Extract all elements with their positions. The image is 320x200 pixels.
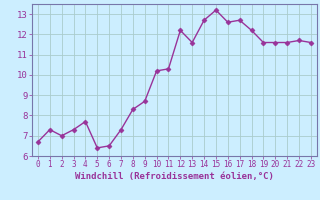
X-axis label: Windchill (Refroidissement éolien,°C): Windchill (Refroidissement éolien,°C) — [75, 172, 274, 181]
